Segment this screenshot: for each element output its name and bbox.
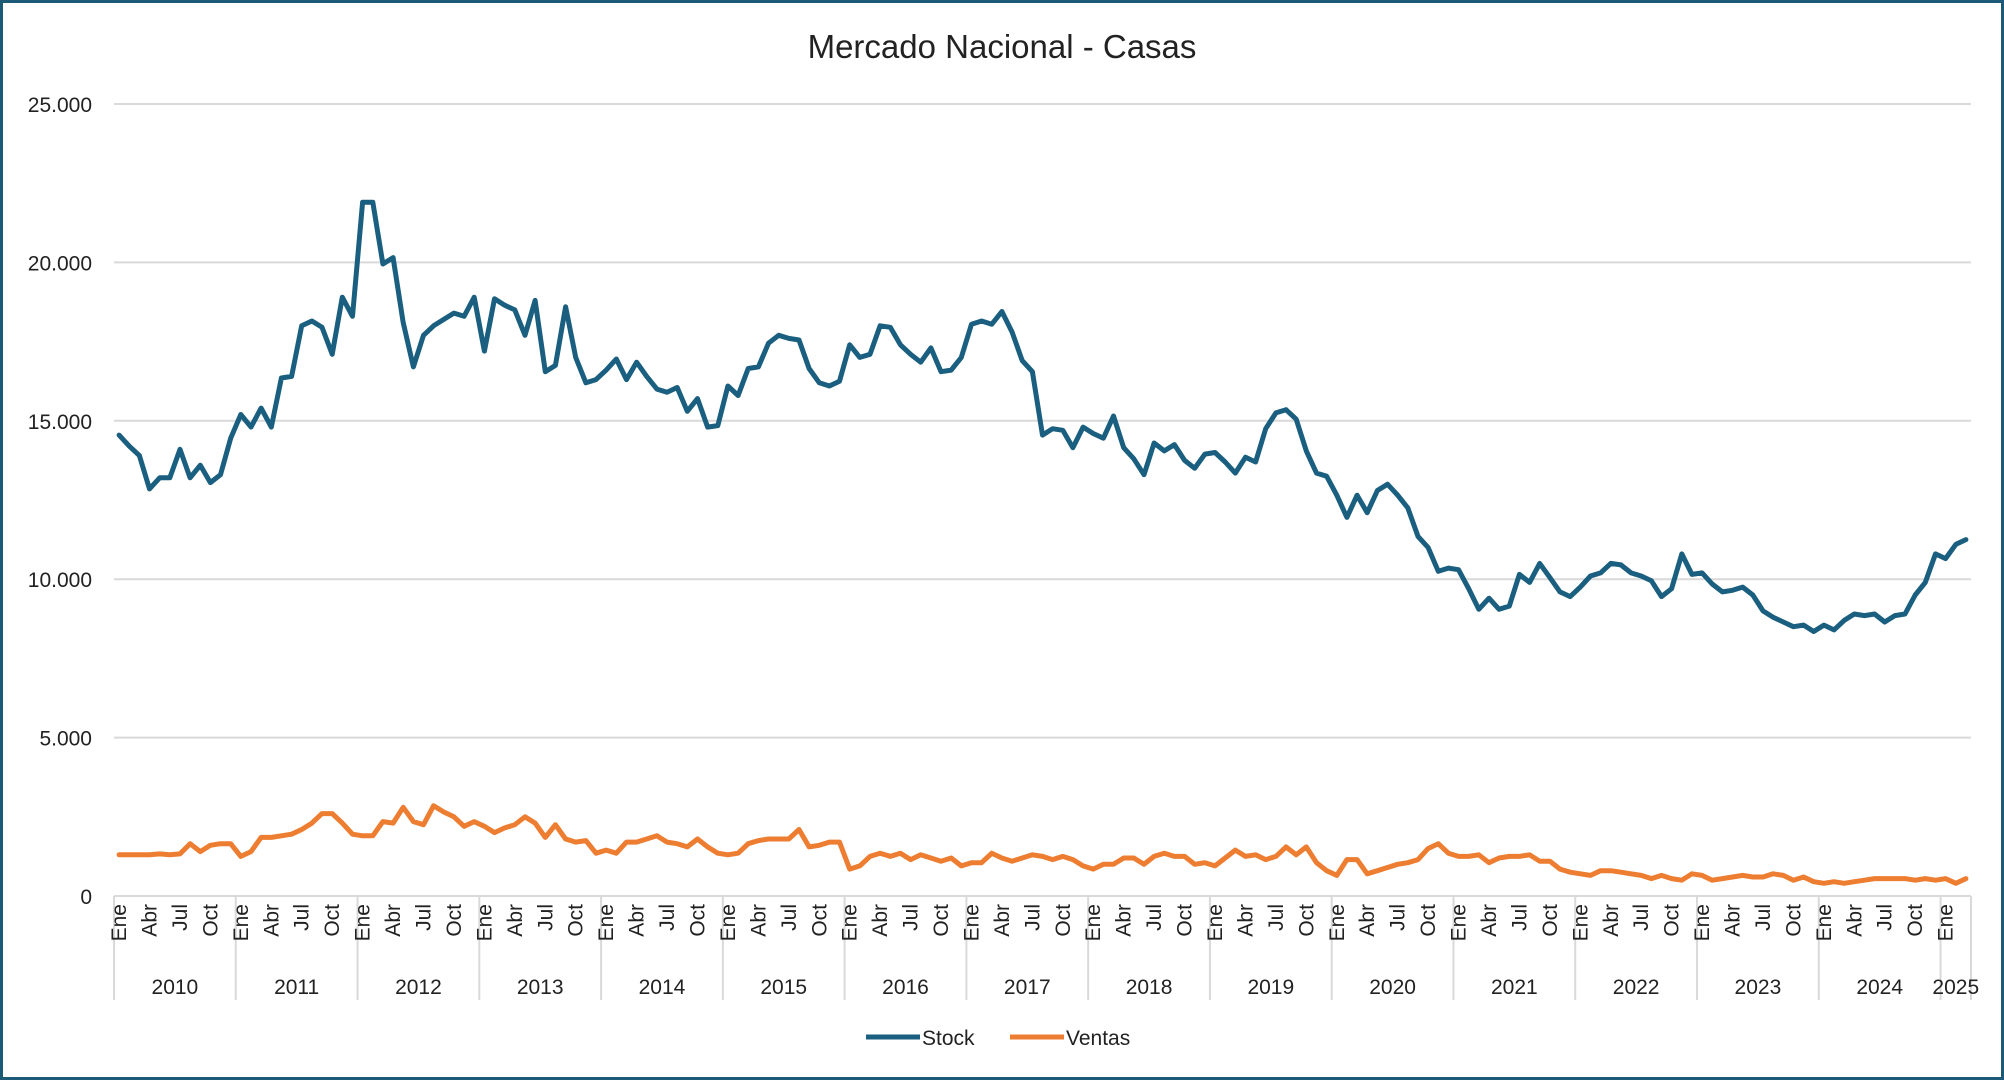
- month-tick-label: Abr: [747, 904, 770, 937]
- legend-label-stock: Stock: [922, 1027, 975, 1050]
- month-tick-label: Oct: [1904, 904, 1927, 937]
- month-tick-label: Oct: [199, 904, 222, 937]
- legend: Stock Ventas: [866, 1027, 1130, 1050]
- month-tick-label: Abr: [626, 904, 649, 937]
- month-tick-label: Jul: [900, 904, 923, 931]
- month-tick-label: Jul: [534, 904, 557, 931]
- month-tick-label: Jul: [1874, 904, 1897, 931]
- year-label: 2024: [1856, 976, 1903, 999]
- month-tick-label: Ene: [1204, 904, 1227, 941]
- month-tick-label: Ene: [1569, 904, 1592, 941]
- year-label: 2013: [517, 976, 564, 999]
- chart-title: Mercado Nacional - Casas: [808, 28, 1197, 65]
- month-tick-label: Jul: [1752, 904, 1775, 931]
- series-line-stock: [116, 199, 1969, 634]
- month-tick-label: Ene: [717, 904, 740, 941]
- year-label: 2014: [639, 976, 686, 999]
- month-tick-label: Ene: [960, 904, 983, 941]
- month-tick-label: Jul: [1021, 904, 1044, 931]
- month-tick-label: Jul: [1265, 904, 1288, 931]
- month-tick-label: Abr: [1722, 904, 1745, 937]
- month-tick-label: Abr: [1113, 904, 1136, 937]
- year-label: 2021: [1491, 976, 1538, 999]
- month-tick-label: Jul: [413, 904, 436, 931]
- year-label: 2019: [1247, 976, 1294, 999]
- gridlines: [114, 103, 1971, 897]
- month-tick-label: Ene: [108, 904, 131, 941]
- month-tick-label: Ene: [1813, 904, 1836, 941]
- month-tick-label: Oct: [565, 904, 588, 937]
- month-tick-label: Ene: [839, 904, 862, 941]
- month-tick-label: Oct: [443, 904, 466, 937]
- year-label: 2022: [1613, 976, 1660, 999]
- month-tick-label: Jul: [1387, 904, 1410, 931]
- y-tick-label: 25.000: [28, 94, 92, 117]
- month-tick-label: Oct: [1052, 904, 1075, 937]
- month-tick-label: Abr: [260, 904, 283, 937]
- y-tick-label: 0: [80, 886, 92, 909]
- year-label: 2017: [1004, 976, 1051, 999]
- month-tick-label: Oct: [930, 904, 953, 937]
- month-tick-label: Abr: [139, 904, 162, 937]
- year-label: 2012: [395, 976, 442, 999]
- series-lines: [116, 199, 1969, 886]
- month-tick-label: Jul: [1508, 904, 1531, 931]
- series-line-ventas: [116, 803, 1969, 886]
- month-tick-label: Oct: [1174, 904, 1197, 937]
- month-tick-label: Jul: [778, 904, 801, 931]
- month-tick-label: Ene: [1691, 904, 1714, 941]
- month-tick-label: Jul: [291, 904, 314, 931]
- y-tick-label: 10.000: [28, 569, 92, 592]
- month-tick-label: Abr: [1478, 904, 1501, 937]
- month-tick-label: Jul: [656, 904, 679, 931]
- year-label: 2025: [1932, 976, 1979, 999]
- year-label: 2023: [1735, 976, 1782, 999]
- month-tick-label: Abr: [382, 904, 405, 937]
- month-tick-label: Abr: [991, 904, 1014, 937]
- month-tick-label: Abr: [1234, 904, 1257, 937]
- month-tick-label: Abr: [504, 904, 527, 937]
- month-tick-label: Abr: [1843, 904, 1866, 937]
- month-tick-label: Ene: [1326, 904, 1349, 941]
- y-axis: 0 5.000 10.000 15.000 20.000 25.000: [28, 94, 92, 909]
- month-tick-label: Ene: [1082, 904, 1105, 941]
- x-axis: 2010 2011 2012 2013 2014 2015 2016 2017 2018 2019…: [108, 896, 1979, 1000]
- month-tick-label: Jul: [1630, 904, 1653, 931]
- month-tick-label: Oct: [321, 904, 344, 937]
- month-tick-label: Abr: [1356, 904, 1379, 937]
- month-tick-label: Ene: [1448, 904, 1471, 941]
- month-tick-label: Oct: [1417, 904, 1440, 937]
- y-tick-label: 20.000: [28, 252, 92, 275]
- month-tick-label: Abr: [869, 904, 892, 937]
- month-tick-label: Abr: [1600, 904, 1623, 937]
- month-tick-label: Ene: [1935, 904, 1958, 941]
- y-tick-label: 5.000: [39, 728, 92, 751]
- month-tick-label: Oct: [808, 904, 831, 937]
- month-tick-label: Ene: [473, 904, 496, 941]
- year-label: 2020: [1369, 976, 1416, 999]
- year-label: 2010: [152, 976, 199, 999]
- year-label: 2016: [882, 976, 929, 999]
- month-tick-label: Jul: [169, 904, 192, 931]
- y-tick-label: 15.000: [28, 411, 92, 434]
- month-tick-label: Oct: [686, 904, 709, 937]
- year-label: 2015: [760, 976, 807, 999]
- month-tick-label: Jul: [1143, 904, 1166, 931]
- year-label: 2018: [1126, 976, 1173, 999]
- month-tick-label: Ene: [595, 904, 618, 941]
- month-tick-label: Ene: [230, 904, 253, 941]
- legend-label-ventas: Ventas: [1066, 1027, 1130, 1050]
- year-label: 2011: [274, 976, 319, 999]
- month-tick-label: Oct: [1539, 904, 1562, 937]
- month-tick-label: Ene: [352, 904, 375, 941]
- month-tick-label: Oct: [1295, 904, 1318, 937]
- month-tick-label: Oct: [1661, 904, 1684, 937]
- month-tick-label: Oct: [1782, 904, 1805, 937]
